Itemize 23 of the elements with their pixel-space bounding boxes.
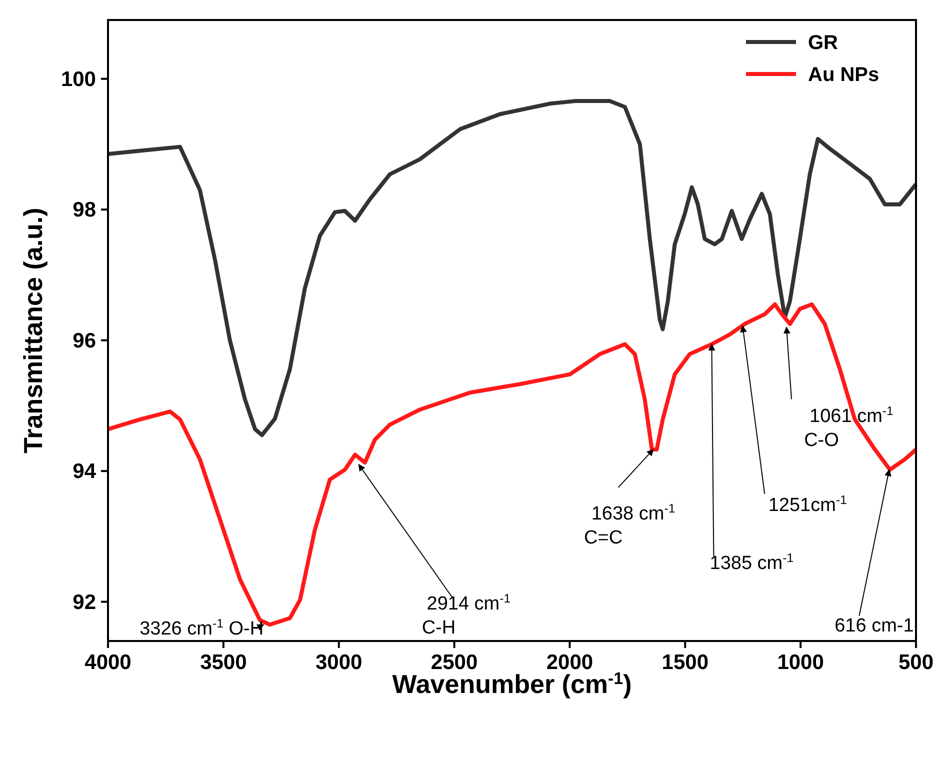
legend-label: Au NPs bbox=[808, 64, 880, 86]
x-tick-label: 3500 bbox=[200, 651, 247, 674]
legend-label: GR bbox=[808, 32, 839, 54]
annotation: 1061 cm$^{-1}$ bbox=[810, 404, 894, 428]
y-tick-label: 94 bbox=[72, 460, 96, 484]
annotation: C-H bbox=[422, 618, 456, 639]
annotation: 1251cm$^{-1}$ bbox=[768, 492, 848, 516]
annotation: 2914 cm$^{-1}$ bbox=[426, 592, 511, 615]
y-tick-label: 92 bbox=[72, 590, 96, 614]
x-tick-label: 500 bbox=[898, 651, 934, 674]
x-tick-label: 3000 bbox=[316, 651, 362, 674]
y-axis-title: Transmittance (a.u.) bbox=[18, 208, 48, 454]
y-tick-label: 96 bbox=[72, 329, 96, 352]
x-tick-label: 1500 bbox=[662, 651, 708, 674]
annotation: 616 cm-1 bbox=[834, 616, 914, 637]
annotation: C=C bbox=[584, 527, 623, 548]
annotation: C-O bbox=[804, 430, 839, 452]
x-tick-label: 4000 bbox=[84, 651, 132, 674]
x-tick-label: 1000 bbox=[777, 651, 824, 674]
annotation: 1385 cm$^{-1}$ bbox=[710, 551, 794, 574]
y-tick-label: 98 bbox=[72, 198, 96, 222]
annotation: 1638 cm$^{-1}$ bbox=[591, 501, 676, 524]
y-tick-label: 100 bbox=[60, 68, 96, 91]
